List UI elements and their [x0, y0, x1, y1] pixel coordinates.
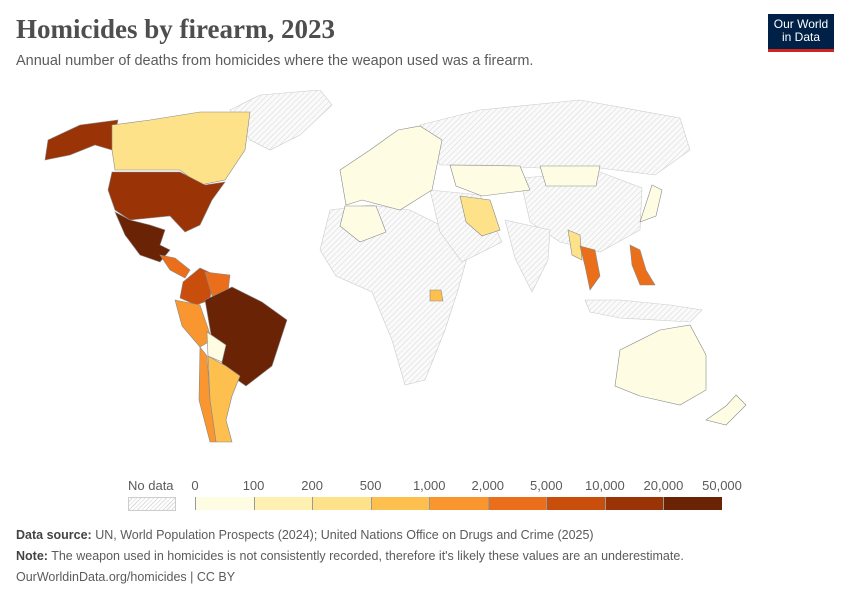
- legend-bin[interactable]: [604, 497, 664, 510]
- country-japan[interactable]: [639, 184, 663, 223]
- country-africa[interactable]: [319, 204, 473, 386]
- country-alaska[interactable]: [44, 119, 119, 161]
- country-algeria[interactable]: [339, 205, 387, 243]
- country-indonesia[interactable]: [584, 299, 703, 323]
- note: Note: The weapon used in homicides is no…: [16, 549, 684, 563]
- source-text: UN, World Population Prospects (2024); U…: [91, 528, 594, 542]
- legend-bin[interactable]: [429, 497, 488, 510]
- country-greenland[interactable]: [229, 90, 333, 151]
- legend-tick-label: 1,000: [412, 478, 446, 493]
- logo-line-1: Our World: [773, 17, 829, 31]
- country-new-zealand[interactable]: [705, 394, 747, 426]
- country-australia[interactable]: [614, 324, 707, 406]
- country-india[interactable]: [504, 219, 551, 293]
- country-tanzania[interactable]: [429, 289, 444, 302]
- legend-tick-label: 50,000: [702, 478, 742, 493]
- country-thailand[interactable]: [579, 245, 601, 291]
- country-myanmar[interactable]: [567, 229, 583, 261]
- country-peru[interactable]: [174, 299, 213, 348]
- country-canada[interactable]: [111, 111, 251, 186]
- country-chile[interactable]: [198, 346, 217, 443]
- no-data-label: No data: [128, 478, 174, 493]
- note-label: Note:: [16, 549, 48, 563]
- legend-tick-label: 10,000: [584, 478, 625, 493]
- legend-bin[interactable]: [253, 497, 313, 510]
- chart-title: Homicides by firearm, 2023: [16, 14, 335, 44]
- owid-logo[interactable]: Our World in Data: [768, 14, 834, 52]
- country-philippines[interactable]: [629, 244, 656, 286]
- country-central-asia[interactable]: [449, 164, 531, 197]
- world-map: [44, 90, 747, 443]
- legend-tick-label: 20,000: [643, 478, 684, 493]
- country-russia[interactable]: [419, 99, 691, 176]
- logo-line-2: in Data: [781, 30, 821, 44]
- legend-tick-label: 200: [301, 478, 323, 493]
- country-europe[interactable]: [339, 125, 443, 211]
- no-data-swatch: [128, 497, 176, 511]
- source-url[interactable]: OurWorldinData.org/homicides | CC BY: [16, 570, 236, 584]
- country-united-states[interactable]: [107, 171, 226, 233]
- legend-bin[interactable]: [546, 497, 605, 510]
- source-label: Data source:: [16, 528, 92, 542]
- legend-tick-label: 0: [191, 478, 199, 493]
- legend-tick-label: 5,000: [530, 478, 563, 493]
- legend-bin[interactable]: [195, 497, 254, 510]
- country-china[interactable]: [519, 171, 643, 253]
- country-iran[interactable]: [459, 195, 501, 237]
- country-central-america[interactable]: [159, 254, 191, 279]
- legend-tick-label: 100: [242, 478, 265, 493]
- chart-subtitle: Annual number of deaths from homicides w…: [16, 53, 534, 69]
- country-mongolia[interactable]: [539, 165, 601, 187]
- legend-bin[interactable]: [663, 497, 722, 510]
- data-source: Data source: UN, World Population Prospe…: [16, 528, 594, 542]
- country-bolivia[interactable]: [206, 331, 227, 363]
- legend-bin[interactable]: [487, 497, 547, 510]
- legend-tick-label: 2,000: [471, 478, 505, 493]
- country-mexico[interactable]: [114, 211, 171, 263]
- note-text: The weapon used in homicides is not cons…: [47, 549, 684, 563]
- legend-bin[interactable]: [312, 497, 371, 510]
- legend-bin[interactable]: [370, 497, 430, 510]
- color-legend: No data 0 100 200 500 1,000 2,000 5,000 10,000 2…: [0, 470, 850, 515]
- legend-tick-label: 500: [359, 478, 382, 493]
